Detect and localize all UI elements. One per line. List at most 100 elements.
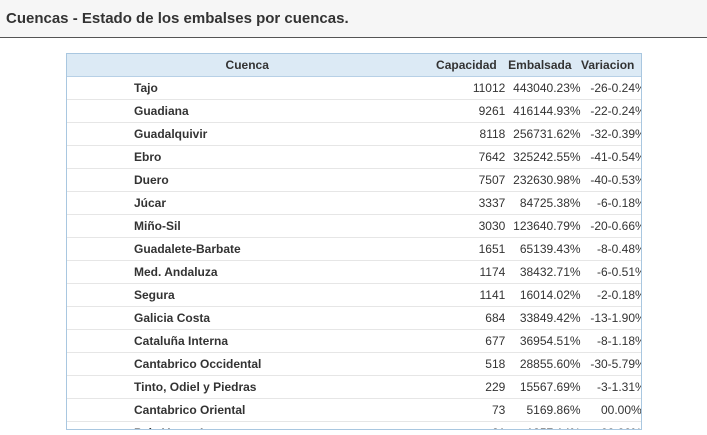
- cell-embalsada-pct: 39.43%: [539, 237, 581, 261]
- cell-cuenca: Tajo: [67, 76, 428, 100]
- cell-capacidad: 73: [427, 398, 506, 422]
- table-row: Cantabrico Occidental 518 288 55.60% -30 -5.7…: [67, 352, 641, 376]
- cell-embalsada: 2326: [505, 168, 540, 192]
- cell-embalsada-pct: 54.51%: [539, 329, 581, 353]
- cell-embalsada-pct: 49.42%: [539, 306, 581, 330]
- cell-variacion-pct: -0.18%: [607, 191, 641, 215]
- cell-cuenca: Guadalquivir: [67, 122, 428, 146]
- cell-embalsada: 369: [505, 329, 540, 353]
- cell-variacion: -2: [574, 283, 608, 307]
- cell-variacion: -13: [574, 306, 608, 330]
- table-body: Tajo 11012 4430 40.23% -26 -0.24% Guadiana 9261…: [67, 76, 641, 429]
- table-row: Segura 1141 160 14.02% -2 -0.18%: [67, 283, 641, 307]
- cell-cuenca: Segura: [67, 283, 428, 307]
- cell-cuenca: Ebro: [67, 145, 428, 169]
- cell-capacidad: 8118: [427, 122, 506, 146]
- cell-variacion: -22: [574, 99, 608, 123]
- reservoir-table-container: Cuenca Capacidad Embalsada Variacion Taj…: [66, 53, 642, 430]
- header-variacion: Variacion: [574, 54, 641, 77]
- cell-embalsada: 288: [505, 352, 540, 376]
- cell-embalsada-pct: 69.86%: [539, 398, 581, 422]
- cell-capacidad: 3337: [427, 191, 506, 215]
- cell-cuenca: Cantabrico Occidental: [67, 352, 428, 376]
- header-cuenca: Cuenca: [67, 54, 428, 77]
- cell-variacion-pct: -5.79%: [607, 352, 641, 376]
- table-row: Guadalete-Barbate 1651 651 39.43% -8 -0.48%: [67, 237, 641, 261]
- cell-variacion-pct: -0.18%: [607, 283, 641, 307]
- table-header: Cuenca Capacidad Embalsada Variacion: [67, 54, 641, 77]
- cell-embalsada-pct: 42.55%: [539, 145, 581, 169]
- table-row: Miño-Sil 3030 1236 40.79% -20 -0.66%: [67, 214, 641, 238]
- cell-embalsada: 2567: [505, 122, 540, 146]
- cell-variacion: 0: [574, 398, 608, 422]
- table-row: Guadiana 9261 4161 44.93% -22 -0.24%: [67, 99, 641, 123]
- cell-capacidad: 1174: [427, 260, 506, 284]
- cell-embalsada: 155: [505, 375, 540, 399]
- header-capacidad: Capacidad: [427, 54, 506, 77]
- table-header-row: Cuenca Capacidad Embalsada Variacion: [67, 54, 641, 77]
- cell-capacidad: 1141: [427, 283, 506, 307]
- cell-variacion: -26: [574, 76, 608, 100]
- cell-embalsada-pct: 67.69%: [539, 375, 581, 399]
- cell-variacion-pct: -0.53%: [607, 168, 641, 192]
- cell-embalsada-pct: 40.23%: [539, 76, 581, 100]
- cell-variacion-pct: -0.24%: [607, 99, 641, 123]
- cell-variacion-pct: -0.24%: [607, 76, 641, 100]
- cell-embalsada-pct: 44.93%: [539, 99, 581, 123]
- cell-embalsada: 12: [505, 421, 540, 429]
- table-row: Cantabrico Oriental 73 51 69.86% 0 0.00%: [67, 398, 641, 422]
- cell-embalsada: 338: [505, 306, 540, 330]
- cell-capacidad: 7507: [427, 168, 506, 192]
- table-row: Galicia Costa 684 338 49.42% -13 -1.90%: [67, 306, 641, 330]
- cell-variacion: -6: [574, 260, 608, 284]
- header-embalsada: Embalsada: [505, 54, 575, 77]
- cell-cuenca: Med. Andaluza: [67, 260, 428, 284]
- page-title: Cuencas - Estado de los embalses por cue…: [6, 10, 349, 27]
- table-row: Med. Andaluza 1174 384 32.71% -6 -0.51%: [67, 260, 641, 284]
- table-row: Tinto, Odiel y Piedras 229 155 67.69% -3 -1.3…: [67, 375, 641, 399]
- cell-embalsada: 1236: [505, 214, 540, 238]
- cell-cuenca: Guadalete-Barbate: [67, 237, 428, 261]
- cell-variacion: -40: [574, 168, 608, 192]
- cell-variacion: -30: [574, 352, 608, 376]
- cell-variacion-pct: -0.54%: [607, 145, 641, 169]
- cell-variacion-pct: -0.48%: [607, 237, 641, 261]
- cell-capacidad: 1651: [427, 237, 506, 261]
- cell-capacidad: 229: [427, 375, 506, 399]
- cell-embalsada: 4161: [505, 99, 540, 123]
- cell-cuenca: Pais Vasco Interna: [67, 421, 428, 429]
- cell-cuenca: Tinto, Odiel y Piedras: [67, 375, 428, 399]
- cell-embalsada-pct: 25.38%: [539, 191, 581, 215]
- cell-capacidad: 684: [427, 306, 506, 330]
- cell-cuenca: Guadiana: [67, 99, 428, 123]
- cell-embalsada: 4430: [505, 76, 540, 100]
- cell-variacion-pct: 0.00%: [607, 421, 641, 429]
- cell-capacidad: 9261: [427, 99, 506, 123]
- cell-capacidad: 21: [427, 421, 506, 429]
- cell-cuenca: Galicia Costa: [67, 306, 428, 330]
- title-bar: Cuencas - Estado de los embalses por cue…: [0, 0, 707, 38]
- cell-capacidad: 11012: [427, 76, 506, 100]
- cell-embalsada: 384: [505, 260, 540, 284]
- cell-embalsada: 160: [505, 283, 540, 307]
- table-row: Duero 7507 2326 30.98% -40 -0.53%: [67, 168, 641, 192]
- cell-cuenca: Júcar: [67, 191, 428, 215]
- cell-variacion-pct: -0.51%: [607, 260, 641, 284]
- cell-variacion-pct: -1.18%: [607, 329, 641, 353]
- cell-variacion-pct: 0.00%: [607, 398, 641, 422]
- cell-embalsada: 651: [505, 237, 540, 261]
- cell-variacion: -6: [574, 191, 608, 215]
- cell-embalsada: 847: [505, 191, 540, 215]
- cell-capacidad: 677: [427, 329, 506, 353]
- reservoir-table: Cuenca Capacidad Embalsada Variacion Taj…: [67, 54, 641, 429]
- cell-variacion: -20: [574, 214, 608, 238]
- cell-embalsada-pct: 30.98%: [539, 168, 581, 192]
- cell-embalsada: 3252: [505, 145, 540, 169]
- table-row: Cataluña Interna 677 369 54.51% -8 -1.18%: [67, 329, 641, 353]
- table-row: Pais Vasco Interna211257.14%00.00%: [67, 421, 641, 429]
- cell-embalsada-pct: 31.62%: [539, 122, 581, 146]
- cell-embalsada-pct: 14.02%: [539, 283, 581, 307]
- cell-embalsada-pct: 55.60%: [539, 352, 581, 376]
- cell-variacion: -8: [574, 329, 608, 353]
- table-row: Tajo 11012 4430 40.23% -26 -0.24%: [67, 76, 641, 100]
